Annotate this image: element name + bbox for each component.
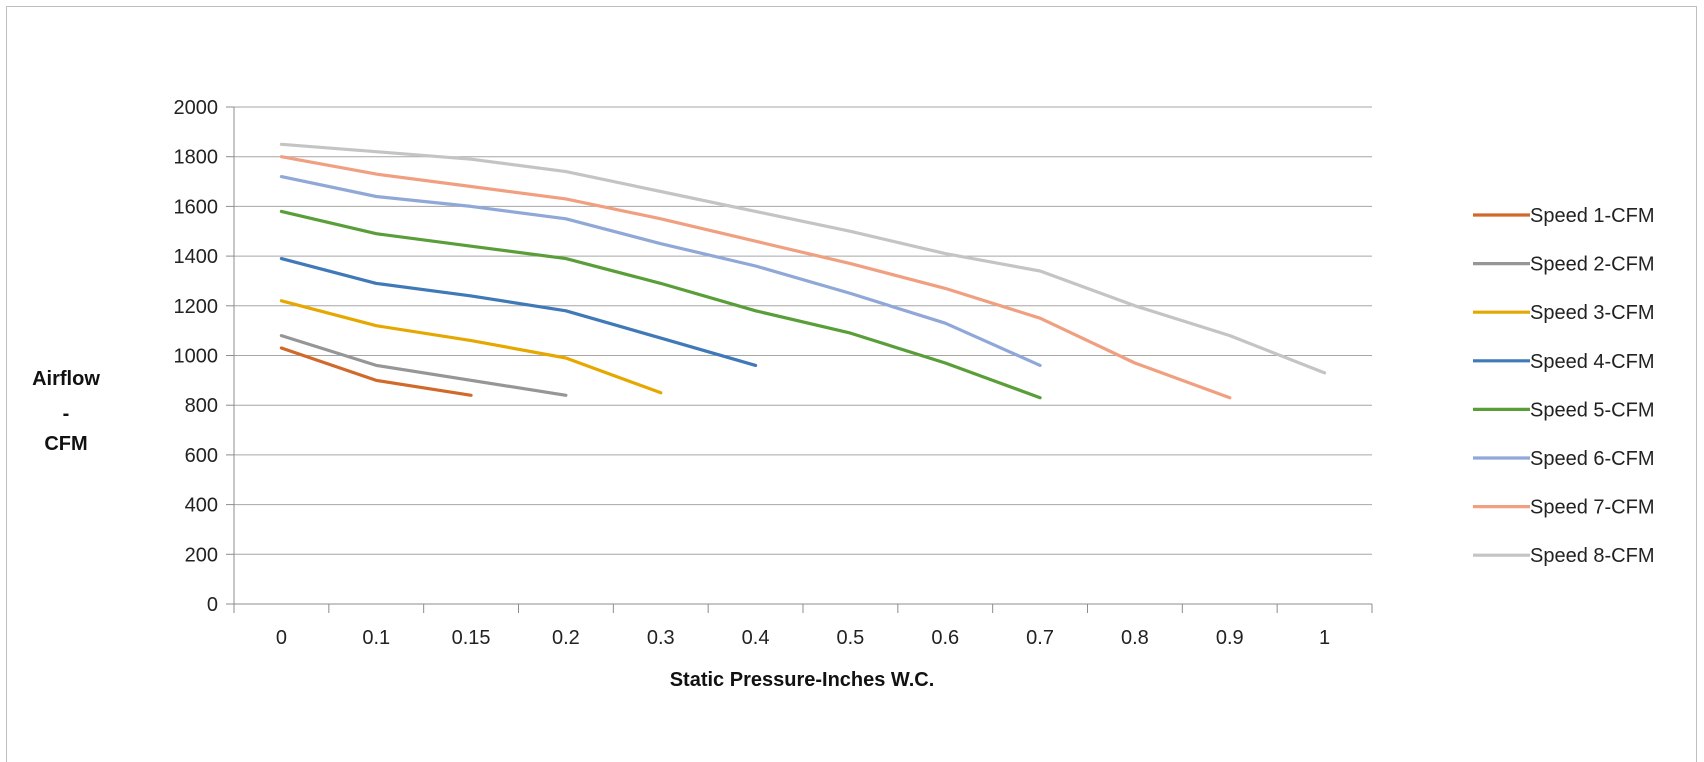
legend: Speed 1-CFM Speed 2-CFM Speed 3-CFM Speed 4… (1473, 205, 1655, 567)
y-tick-label: 1800 (174, 147, 219, 169)
series-line-speed-4 (279, 257, 758, 367)
y-tick-label: 1200 (174, 296, 219, 318)
x-tick-label: 0.4 (742, 627, 770, 649)
legend-label-speed-2: Speed 2-CFM (1530, 254, 1655, 276)
legend-label-speed-1: Speed 1-CFM (1530, 205, 1655, 227)
y-tick-label: 200 (185, 544, 218, 566)
series-line-speed-3 (279, 299, 663, 395)
x-axis-title: Static Pressure-Inches W.C. (670, 669, 935, 691)
x-tick-label: 0 (276, 627, 287, 649)
x-tick-label: 0.3 (647, 627, 675, 649)
x-axis-ticks: 0 0.1 0.15 0.2 0.3 0.4 0.5 0.6 0.7 0.8 0.9 1 (233, 604, 1373, 649)
y-axis-title-line-3: CFM (44, 433, 87, 455)
y-tick-label: 2000 (174, 97, 219, 119)
series-line-speed-8 (279, 142, 1327, 375)
legend-label-speed-6: Speed 6-CFM (1530, 448, 1655, 470)
legend-label-speed-7: Speed 7-CFM (1530, 497, 1655, 519)
y-tick-label: 400 (185, 495, 218, 517)
y-tick-label: 1600 (174, 196, 219, 218)
x-tick-label: 0.7 (1026, 627, 1054, 649)
series-line-speed-2 (279, 334, 568, 397)
series-line-speed-6 (279, 175, 1042, 367)
legend-label-speed-3: Speed 3-CFM (1530, 302, 1655, 324)
x-tick-label: 0.5 (837, 627, 865, 649)
gridlines (234, 106, 1372, 555)
x-tick-label: 1 (1319, 627, 1330, 649)
series-line-speed-1 (279, 346, 473, 397)
series-lines (279, 142, 1327, 400)
y-axis-title-line-2: - (63, 403, 70, 425)
legend-label-speed-5: Speed 5-CFM (1530, 399, 1655, 421)
y-axis-ticks: 0 200 400 600 800 1000 1200 1400 1600 1800 2000 (174, 97, 234, 616)
x-tick-label: 0.15 (452, 627, 491, 649)
series-line-speed-5 (279, 209, 1042, 400)
x-tick-label: 0.8 (1121, 627, 1149, 649)
series-line-speed-7 (279, 155, 1232, 400)
chart-frame (6, 6, 1697, 762)
legend-label-speed-8: Speed 8-CFM (1530, 545, 1655, 567)
x-tick-label: 0.9 (1216, 627, 1244, 649)
x-tick-label: 0.6 (931, 627, 959, 649)
y-tick-label: 0 (207, 594, 218, 616)
y-tick-label: 1400 (174, 246, 219, 268)
x-tick-label: 0.1 (362, 627, 390, 649)
y-tick-label: 600 (185, 445, 218, 467)
x-tick-label: 0.2 (552, 627, 580, 649)
y-axis-title-line-1: Airflow (32, 368, 100, 390)
legend-label-speed-4: Speed 4-CFM (1530, 351, 1655, 373)
y-tick-label: 800 (185, 395, 218, 417)
y-tick-label: 1000 (174, 346, 219, 368)
